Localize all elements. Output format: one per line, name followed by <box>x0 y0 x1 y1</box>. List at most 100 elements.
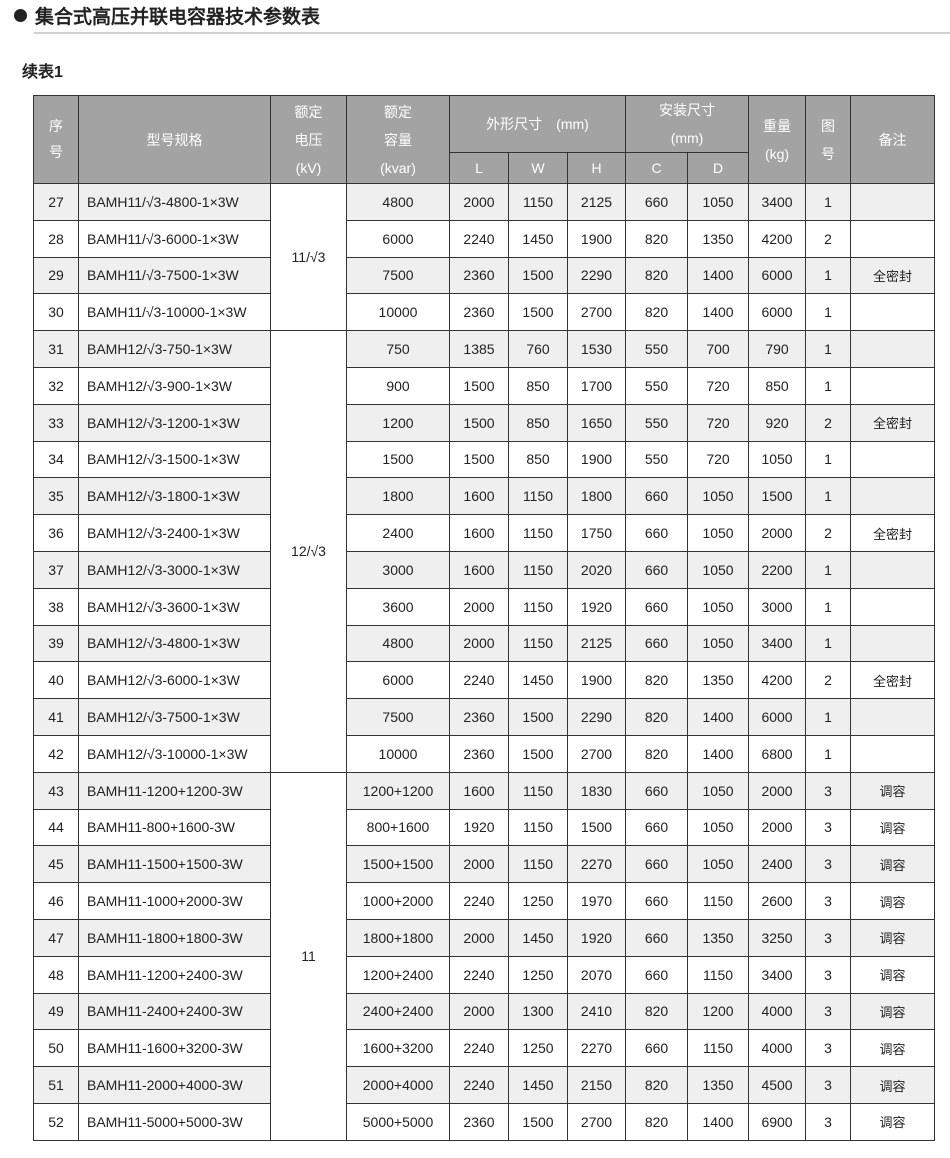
cell-seq: 44 <box>33 808 79 847</box>
cell-D: 720 <box>687 403 750 442</box>
cell-seq: 50 <box>33 1029 79 1068</box>
table-row: 51 BAMH11-2000+4000-3W 2000+4000 2240 1450 21… <box>33 1066 936 1104</box>
cell-model: BAMH12/√3-900-1×3W <box>78 366 271 405</box>
cell-C: 660 <box>625 477 689 516</box>
cell-weight: 2200 <box>748 550 807 589</box>
cell-figure: 3 <box>805 955 852 994</box>
cell-D: 1350 <box>687 918 750 957</box>
cell-H: 1700 <box>566 366 627 405</box>
cell-C: 660 <box>625 1029 689 1068</box>
cell-capacity: 750 <box>346 330 450 368</box>
cell-W: 850 <box>508 366 568 405</box>
cell-W: 1500 <box>508 734 568 773</box>
cell-W: 850 <box>508 440 568 479</box>
cell-figure: 1 <box>805 183 852 221</box>
cell-figure: 1 <box>805 330 852 368</box>
cell-model: BAMH12/√3-7500-1×3W <box>78 698 271 736</box>
cell-C: 660 <box>625 808 689 847</box>
header-voltage-line: 额定 <box>294 103 323 120</box>
cell-seq: 30 <box>33 293 79 332</box>
cell-model: BAMH11/√3-7500-1×3W <box>78 256 271 295</box>
cell-weight: 2000 <box>748 514 807 552</box>
cell-H: 2700 <box>566 293 627 332</box>
cell-figure: 1 <box>805 624 852 663</box>
cell-capacity: 4800 <box>346 183 450 221</box>
cell-L: 2360 <box>449 698 509 736</box>
header-voltage: 额定 电压 (kV) <box>270 95 347 184</box>
header-install: 安装尺寸 (mm) <box>625 95 750 153</box>
cell-H: 1900 <box>566 661 627 700</box>
table-subtitle: 续表1 <box>22 64 63 81</box>
cell-seq: 46 <box>33 882 79 920</box>
cell-capacity: 1600+3200 <box>346 1029 450 1068</box>
cell-figure: 3 <box>805 1102 852 1141</box>
cell-H: 1900 <box>566 440 627 479</box>
cell-L: 2240 <box>449 219 509 258</box>
cell-L: 1600 <box>449 477 509 516</box>
cell-L: 2000 <box>449 918 509 957</box>
cell-model: BAMH11-2400+2400-3W <box>78 992 271 1031</box>
cell-H: 1900 <box>566 219 627 258</box>
cell-figure: 1 <box>805 698 852 736</box>
cell-C: 820 <box>625 661 689 700</box>
cell-voltage: 11/√3 <box>270 182 347 332</box>
table-row: 38 BAMH12/√3-3600-1×3W 3600 2000 1150 1920 660… <box>33 587 936 626</box>
cell-C: 550 <box>625 440 689 479</box>
cell-seq: 47 <box>33 918 79 957</box>
header-C: C <box>625 152 689 184</box>
cell-L: 2000 <box>449 845 509 884</box>
cell-C: 820 <box>625 734 689 773</box>
cell-capacity: 1500 <box>346 440 450 479</box>
table-row: 35 BAMH12/√3-1800-1×3W 1800 1600 1150 1800 660… <box>33 477 936 516</box>
cell-L: 2240 <box>449 1029 509 1068</box>
cell-weight: 6000 <box>748 293 807 332</box>
cell-W: 1150 <box>508 771 568 810</box>
cell-remark: 调容 <box>850 955 936 994</box>
cell-weight: 4000 <box>748 1029 807 1068</box>
cell-L: 1920 <box>449 808 509 847</box>
cell-L: 2000 <box>449 992 509 1031</box>
cell-capacity: 7500 <box>346 698 450 736</box>
header-weight-unit: (kg) <box>764 145 790 162</box>
cell-weight: 2000 <box>748 808 807 847</box>
header-capacity-line: 额定 <box>384 103 412 120</box>
cell-H: 2070 <box>566 955 627 994</box>
cell-remark <box>850 698 936 736</box>
cell-D: 1400 <box>687 293 750 332</box>
cell-L: 2360 <box>449 256 509 295</box>
cell-model: BAMH11/√3-6000-1×3W <box>78 219 271 258</box>
table-row: 30 BAMH11/√3-10000-1×3W 10000 2360 1500 2700 8… <box>33 293 936 332</box>
cell-model: BAMH12/√3-3000-1×3W <box>78 550 271 589</box>
header-weight: 重量 (kg) <box>748 95 807 184</box>
cell-weight: 850 <box>748 366 807 405</box>
cell-seq: 31 <box>33 330 79 368</box>
cell-weight: 3400 <box>748 624 807 663</box>
cell-L: 2360 <box>449 1102 509 1141</box>
cell-weight: 920 <box>748 403 807 442</box>
cell-W: 1150 <box>508 845 568 884</box>
cell-W: 1500 <box>508 256 568 295</box>
cell-remark: 调容 <box>850 771 936 810</box>
cell-D: 1150 <box>687 955 750 994</box>
table-row: 40 BAMH12/√3-6000-1×3W 6000 2240 1450 1900 820… <box>33 661 936 700</box>
header-outline: 外形尺寸 (mm) <box>448 95 627 153</box>
cell-C: 660 <box>625 550 689 589</box>
cell-C: 820 <box>625 1066 689 1104</box>
cell-weight: 4000 <box>748 992 807 1031</box>
cell-figure: 2 <box>805 219 852 258</box>
cell-L: 1600 <box>449 550 509 589</box>
cell-H: 2700 <box>566 1102 627 1141</box>
cell-C: 820 <box>625 698 689 736</box>
cell-L: 2240 <box>449 661 509 700</box>
table-row: 43 BAMH11-1200+1200-3W 11 1200+1200 1600 1150… <box>33 771 936 1141</box>
cell-C: 550 <box>625 330 689 368</box>
cell-D: 720 <box>687 366 750 405</box>
cell-C: 660 <box>625 955 689 994</box>
cell-W: 1150 <box>508 624 568 663</box>
cell-seq: 34 <box>33 440 79 479</box>
table-row: 49 BAMH11-2400+2400-3W 2400+2400 2000 1300 24… <box>33 992 936 1031</box>
capacitor-spec-table: 序号 型号规格 额定 电压 (kV) 额定 容量 (kvar) 外形尺寸 (mm) 安装… <box>33 95 936 1141</box>
table-row: 48 BAMH11-1200+2400-3W 1200+2400 2240 1250 20… <box>33 955 936 994</box>
cell-D: 1150 <box>687 882 750 920</box>
cell-C: 660 <box>625 771 689 810</box>
